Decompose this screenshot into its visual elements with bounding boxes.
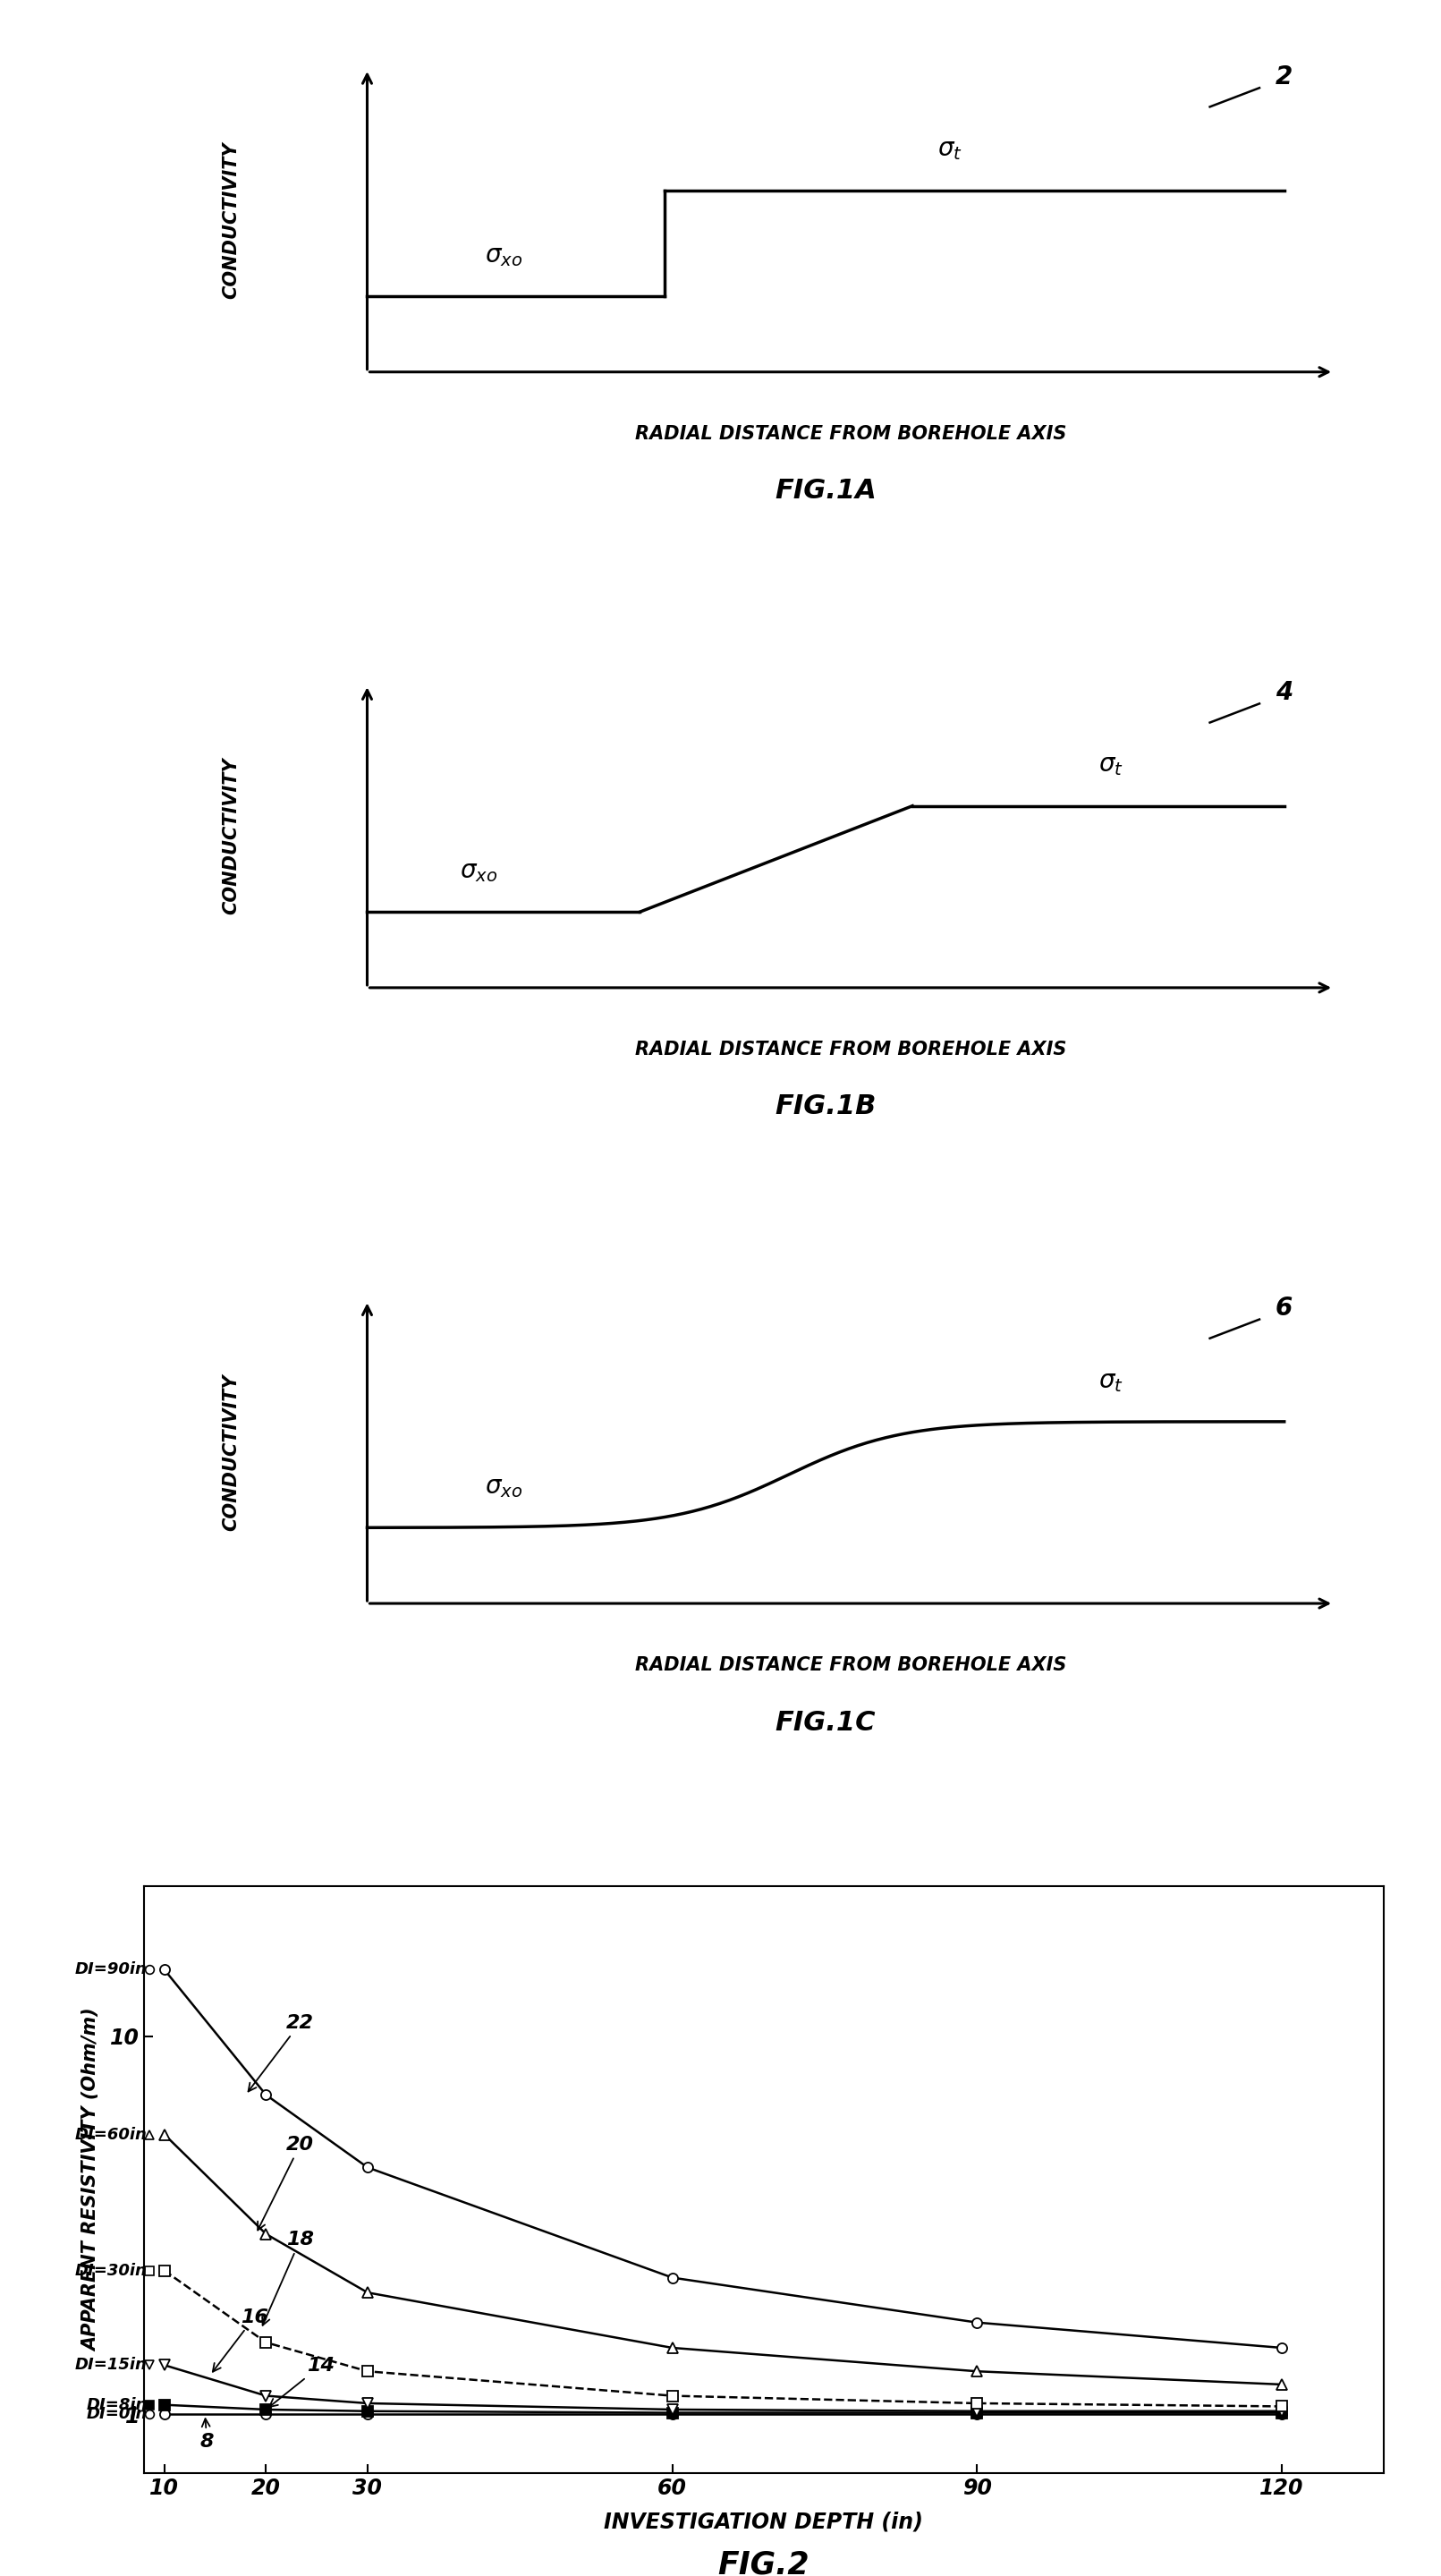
X-axis label: INVESTIGATION DEPTH (in): INVESTIGATION DEPTH (in) [604,2512,924,2532]
Text: 4: 4 [1275,680,1293,706]
Text: DI=30in: DI=30in [75,2262,147,2280]
Text: RADIAL DISTANCE FROM BOREHOLE AXIS: RADIAL DISTANCE FROM BOREHOLE AXIS [634,1656,1066,1674]
Text: FIG.1C: FIG.1C [775,1710,876,1736]
Text: $\sigma_{xo}$: $\sigma_{xo}$ [484,242,522,268]
Text: FIG.2: FIG.2 [718,2550,810,2576]
Text: CONDUCTIVITY: CONDUCTIVITY [222,1373,239,1530]
Text: 20: 20 [258,2136,314,2231]
Text: 16: 16 [213,2308,268,2372]
Text: 8: 8 [200,2419,213,2450]
Text: CONDUCTIVITY: CONDUCTIVITY [222,142,239,299]
Text: FIG.1B: FIG.1B [775,1095,876,1121]
Text: DI=0in: DI=0in [86,2406,147,2421]
Text: 22: 22 [248,2014,314,2092]
Text: DI=60in: DI=60in [75,2125,147,2143]
Text: DI=8in: DI=8in [86,2396,147,2414]
Text: 18: 18 [262,2231,314,2326]
Text: $\sigma_t$: $\sigma_t$ [1098,752,1123,778]
Text: RADIAL DISTANCE FROM BOREHOLE AXIS: RADIAL DISTANCE FROM BOREHOLE AXIS [634,1041,1066,1059]
Text: $\sigma_{xo}$: $\sigma_{xo}$ [460,858,497,884]
Text: DI=90in: DI=90in [75,1963,147,1978]
Text: FIG.1A: FIG.1A [775,479,876,505]
Text: 6: 6 [1275,1296,1293,1321]
Text: $\sigma_{xo}$: $\sigma_{xo}$ [484,1473,522,1499]
Y-axis label: APPARENT RESISTIVITY (Ohm/m): APPARENT RESISTIVITY (Ohm/m) [82,2007,101,2352]
Text: 14: 14 [269,2357,334,2406]
Text: $\sigma_t$: $\sigma_t$ [937,137,963,162]
Text: CONDUCTIVITY: CONDUCTIVITY [222,757,239,914]
Text: 2: 2 [1275,64,1293,90]
Text: RADIAL DISTANCE FROM BOREHOLE AXIS: RADIAL DISTANCE FROM BOREHOLE AXIS [634,425,1066,443]
Text: $\sigma_t$: $\sigma_t$ [1098,1368,1123,1394]
Text: DI=15in: DI=15in [75,2357,147,2372]
